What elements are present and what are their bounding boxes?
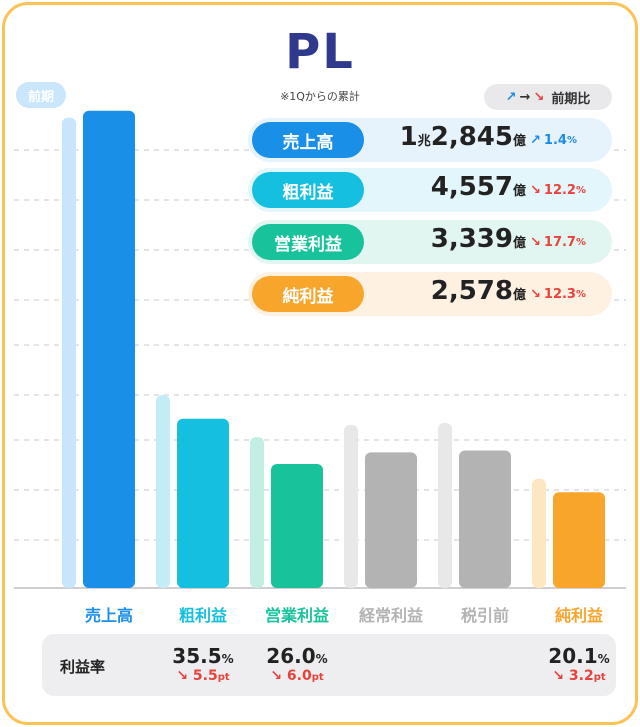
bar-current-3 [365,452,417,588]
summary-card-value: 1兆2,845億 [399,122,526,152]
down-arrow-icon: ↘ [552,668,565,684]
category-label: 粗利益 [178,606,227,625]
category-label: 経常利益 [358,606,423,625]
flat-arrow-icon: → [519,89,531,105]
bar-previous-1 [156,395,170,588]
summary-card-label: 純利益 [252,276,364,312]
up-arrow-icon: ↗ [505,89,517,105]
bar-current-4 [459,450,511,588]
bar-previous-0 [62,117,76,588]
down-arrow-icon: ↘ [270,668,283,684]
summary-card-change: ↘ 17.7% [530,234,587,250]
down-arrow-icon: ↘ [530,286,541,302]
bar-previous-2 [250,437,264,588]
bar-previous-5 [532,478,546,588]
margin-ratio: 26.0% ↘ 6.0pt [266,644,328,684]
bar-current-5 [553,492,605,588]
bar-previous-4 [438,423,452,588]
margin-ratio: 35.5% ↘ 5.5pt [172,644,234,684]
margin-label: 利益率 [60,658,106,676]
bar-previous-3 [344,424,358,588]
change-legend: ↗ → ↘ 前期比 [484,84,612,110]
previous-period-badge: 前期 [16,82,66,108]
summary-card: 営業利益 3,339億 ↘ 17.7% [248,220,612,264]
summary-card-change: ↗ 1.4% [530,132,577,148]
summary-card: 売上高 1兆2,845億 ↗ 1.4% [248,118,612,162]
bar-current-0 [83,110,135,588]
legend-label: 前期比 [551,91,591,107]
category-label: 営業利益 [264,606,329,625]
category-label: 純利益 [554,606,603,625]
down-arrow-icon: ↘ [533,89,545,105]
margin-panel [42,634,616,696]
up-arrow-icon: ↗ [530,132,541,148]
bar-current-2 [271,463,323,588]
summary-card: 粗利益 4,557億 ↘ 12.2% [248,168,612,212]
summary-card-change: ↘ 12.3% [530,286,587,302]
down-arrow-icon: ↘ [530,234,541,250]
margin-ratio: 20.1% ↘ 3.2pt [548,644,610,684]
down-arrow-icon: ↘ [530,182,541,198]
summary-card-label: 粗利益 [252,172,364,208]
summary-card-value: 3,339億 [430,224,526,254]
category-label: 売上高 [84,606,133,625]
summary-card-label: 売上高 [252,122,364,158]
category-label: 税引前 [460,606,509,625]
chart-title: PL [285,24,355,80]
summary-card: 純利益 2,578億 ↘ 12.3% [248,272,612,316]
summary-card-value: 2,578億 [430,276,526,306]
chart-subtitle: ※1Qからの累計 [280,90,360,103]
summary-card-change: ↘ 12.2% [530,182,587,198]
down-arrow-icon: ↘ [176,668,189,684]
bar-current-1 [177,418,229,588]
summary-card-value: 4,557億 [430,172,526,202]
summary-card-label: 営業利益 [252,224,364,260]
